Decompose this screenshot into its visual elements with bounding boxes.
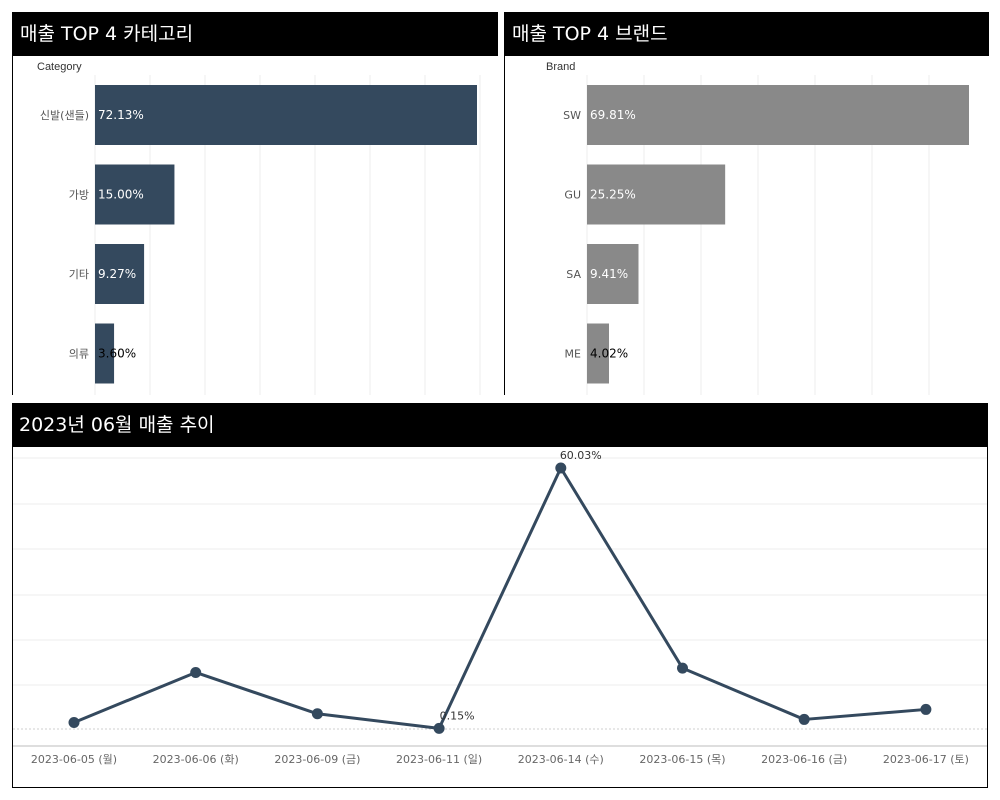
data-label: 0.15% bbox=[440, 709, 475, 722]
bar bbox=[95, 164, 175, 225]
category-label: 기타 bbox=[69, 268, 89, 281]
category-label: GU bbox=[564, 189, 581, 202]
brand-bar-chart: SW 69.81% GU 25.25% SA 9.41% ME 4.02% bbox=[563, 75, 969, 395]
category-label: 가방 bbox=[69, 189, 89, 202]
bar bbox=[587, 244, 639, 304]
category-panel-title: 매출 TOP 4 카테고리 bbox=[13, 12, 498, 56]
category-bar-chart: 신발(샌들) 72.13% 가방 15.00% 기타 9.27% 의류 3.60% bbox=[40, 75, 481, 395]
category-label: ME bbox=[565, 348, 581, 361]
series-line bbox=[73, 466, 927, 730]
data-point bbox=[920, 703, 932, 715]
bar bbox=[587, 323, 609, 384]
data-label: 9.41% bbox=[590, 267, 628, 281]
bar bbox=[587, 85, 969, 145]
data-point bbox=[798, 713, 810, 725]
trend-line-chart: 2023-06-05 (월) 2023-06-06 (화) 2023-06-09 (… bbox=[13, 449, 987, 766]
bar bbox=[587, 164, 726, 225]
bar bbox=[95, 323, 115, 384]
data-label: 9.27% bbox=[98, 267, 136, 281]
data-label: 69.81% bbox=[590, 108, 636, 122]
category-panel: 매출 TOP 4 카테고리 Category 신발(샌들) 72.13% 가방 15.… bbox=[12, 12, 498, 395]
category-label: 의류 bbox=[69, 348, 89, 361]
bar bbox=[95, 85, 477, 145]
data-label: 25.25% bbox=[590, 188, 636, 202]
brand-panel: 매출 TOP 4 브랜드 Brand SW 69.81% GU 25.25% SA 9.4… bbox=[504, 12, 989, 395]
bar bbox=[95, 244, 145, 304]
data-label: 72.13% bbox=[98, 108, 144, 122]
x-tick-label: 2023-06-09 (금) bbox=[274, 753, 360, 766]
data-point bbox=[68, 716, 80, 728]
x-tick-label: 2023-06-14 (수) bbox=[518, 753, 604, 766]
brand-axis-header: Brand bbox=[546, 61, 576, 73]
brand-panel-title: 매출 TOP 4 브랜드 bbox=[505, 12, 989, 56]
x-tick-label: 2023-06-17 (토) bbox=[883, 753, 969, 766]
x-tick-label: 2023-06-05 (월) bbox=[31, 753, 117, 766]
category-axis-header: Category bbox=[37, 61, 82, 73]
data-label: 60.03% bbox=[560, 449, 602, 462]
category-label: SW bbox=[563, 109, 581, 122]
data-point bbox=[555, 462, 567, 474]
data-label: 4.02% bbox=[590, 347, 628, 361]
trend-panel: 2023년 06월 매출 추이 2023-06-05 (월) 2023-06-06… bbox=[12, 403, 988, 788]
trend-panel-title: 2023년 06월 매출 추이 bbox=[12, 403, 988, 447]
data-point bbox=[190, 666, 202, 678]
category-label: SA bbox=[566, 268, 581, 281]
data-point bbox=[311, 708, 323, 720]
x-tick-label: 2023-06-11 (일) bbox=[396, 752, 482, 766]
x-tick-label: 2023-06-15 (목) bbox=[639, 753, 725, 766]
data-point bbox=[433, 722, 445, 734]
data-label: 15.00% bbox=[98, 188, 144, 202]
category-label: 신발(샌들) bbox=[40, 109, 89, 122]
data-label: 3.60% bbox=[98, 347, 136, 361]
data-point bbox=[677, 662, 688, 674]
x-tick-label: 2023-06-16 (금) bbox=[761, 753, 847, 766]
x-tick-label: 2023-06-06 (화) bbox=[153, 753, 239, 766]
